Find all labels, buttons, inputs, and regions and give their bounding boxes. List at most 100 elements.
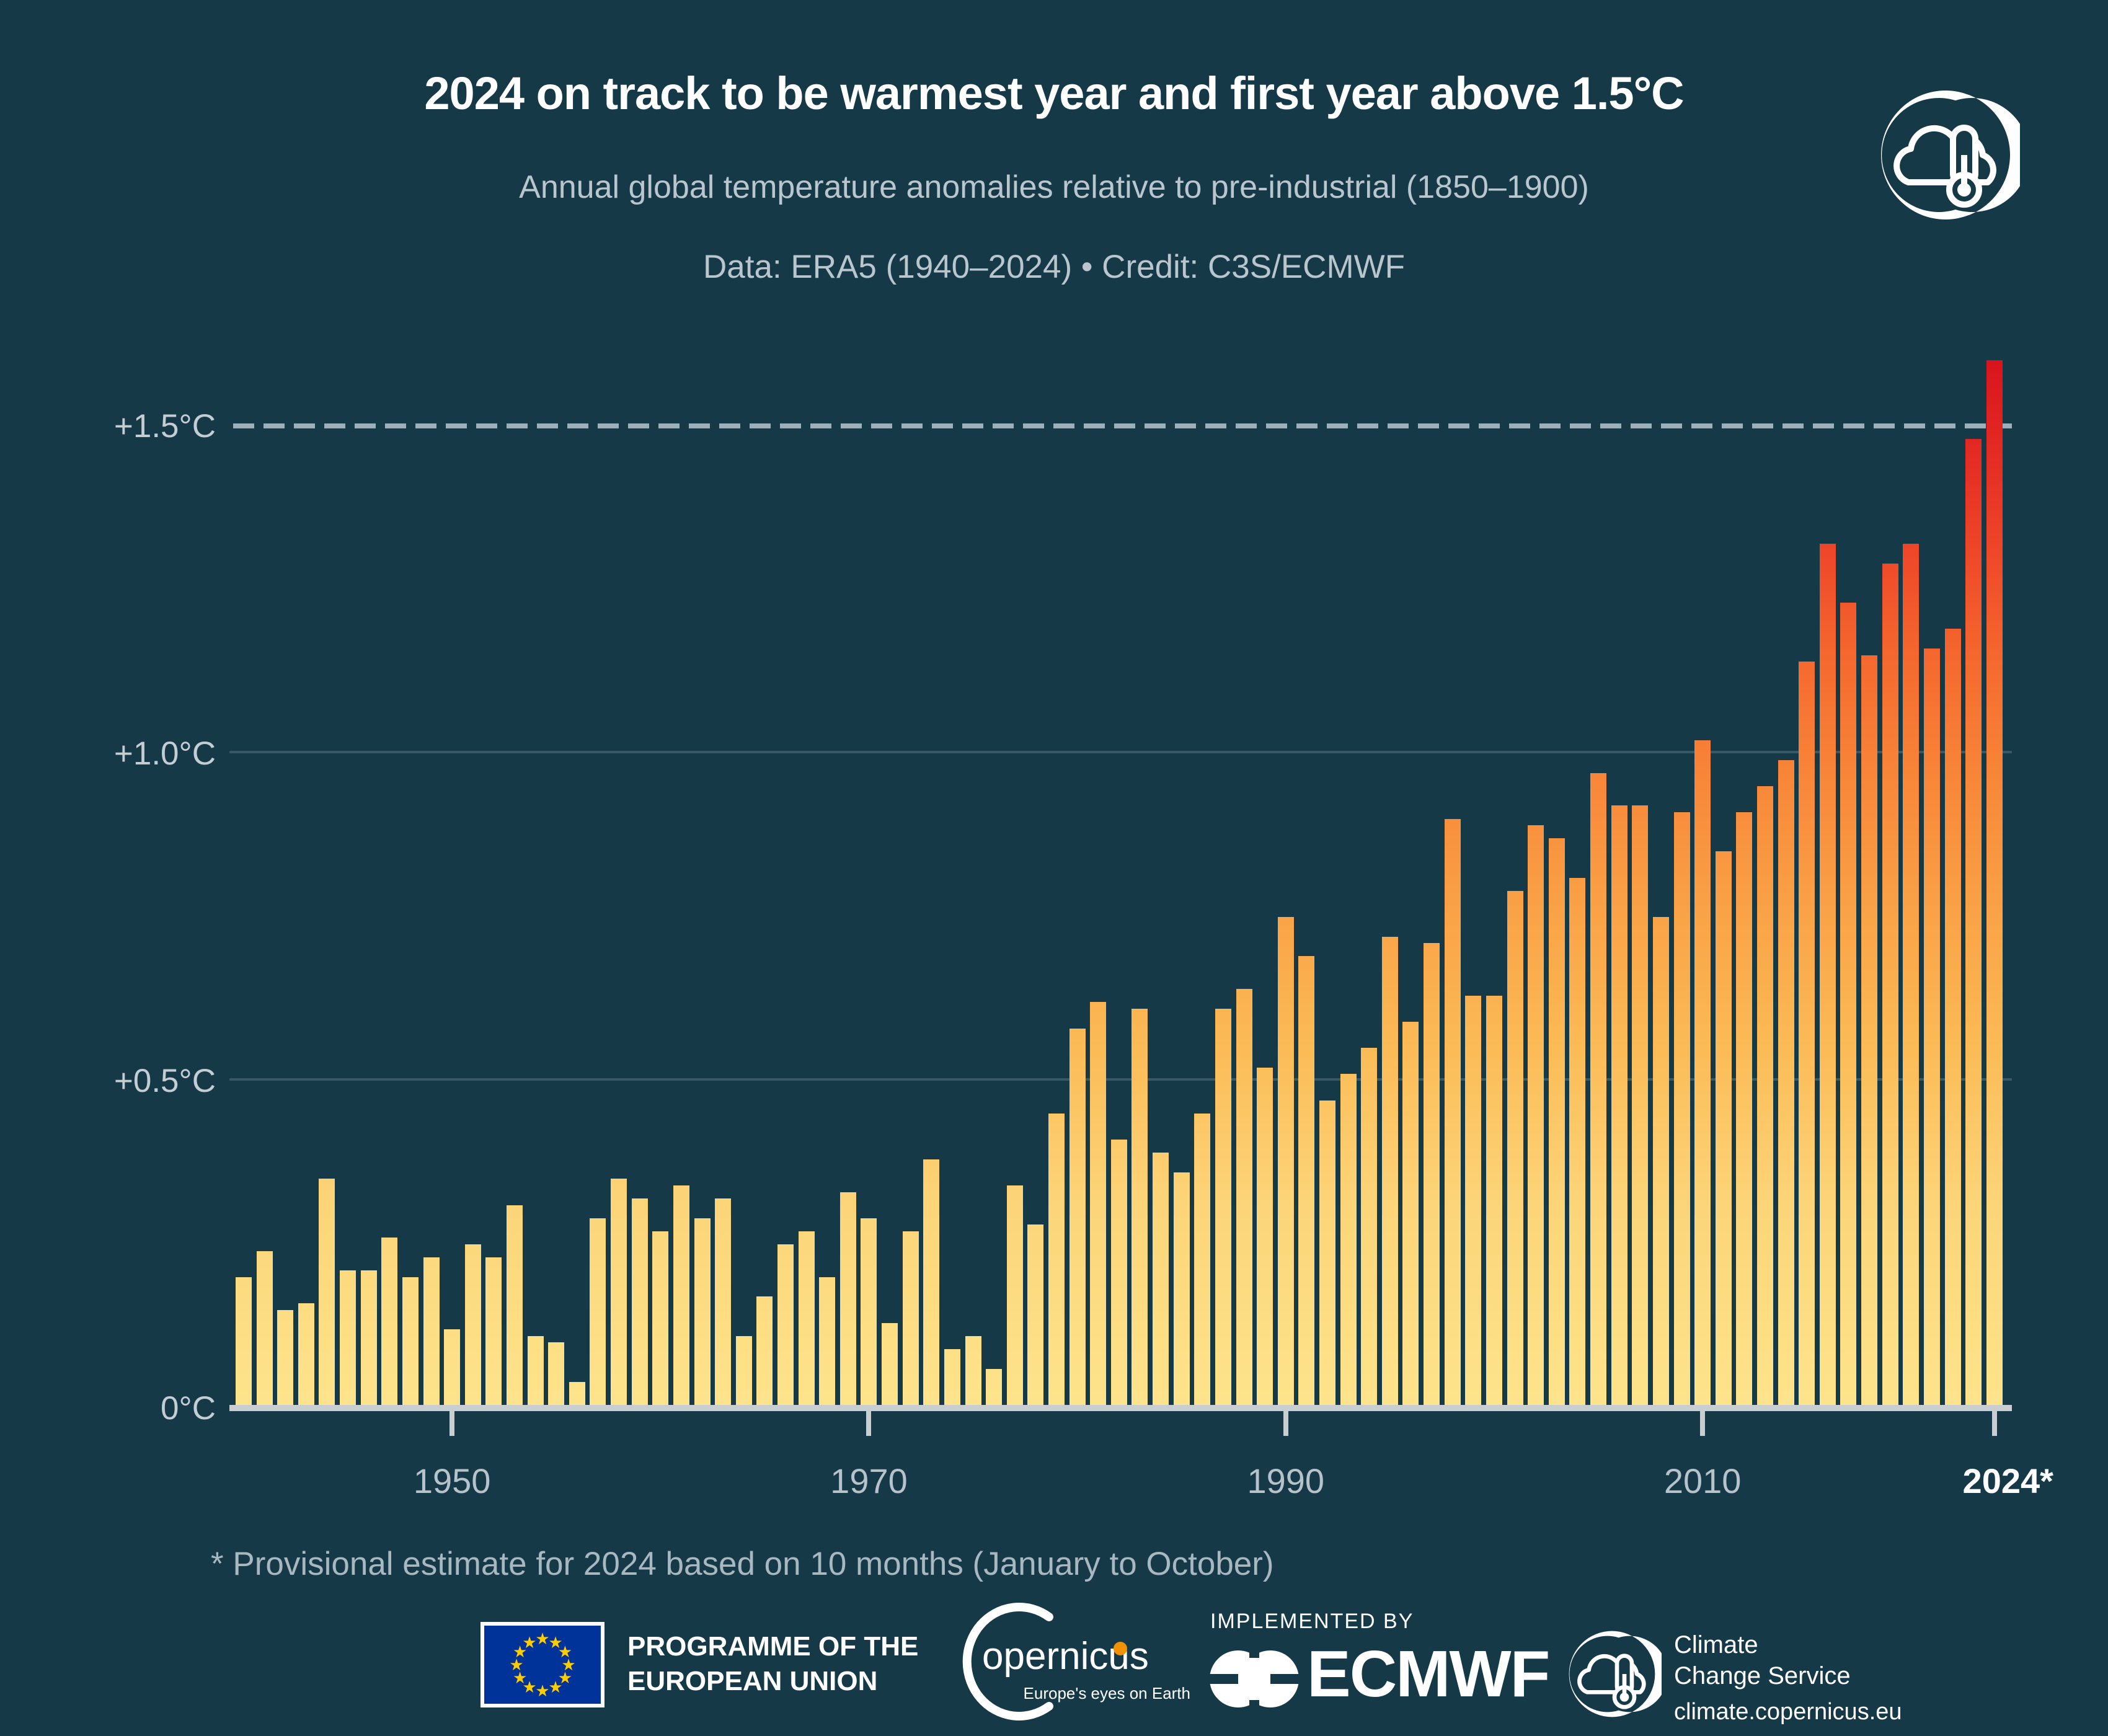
bar-2007 xyxy=(1632,805,1649,1408)
ecmwf-wordmark: ECMWF xyxy=(1307,1637,1550,1711)
bar-2004 xyxy=(1569,878,1586,1408)
x-tick-label-1990: 1990 xyxy=(1247,1461,1325,1500)
eu-star-icon: ★ xyxy=(522,1632,537,1652)
bar-1980 xyxy=(1069,1029,1086,1408)
eu-star-icon: ★ xyxy=(561,1655,576,1674)
gridline-+0.5°C xyxy=(229,1078,2012,1081)
c3s-url: climate.copernicus.eu xyxy=(1674,1699,1902,1725)
eu-star-icon: ★ xyxy=(557,1668,573,1687)
eu-programme-line1: PROGRAMME OF THE xyxy=(627,1631,919,1662)
eu-star-icon: ★ xyxy=(512,1668,528,1687)
bar-2016 xyxy=(1819,544,1836,1408)
eu-star-icon: ★ xyxy=(512,1642,528,1661)
x-tick-label-1950: 1950 xyxy=(413,1461,491,1500)
bar-1986 xyxy=(1194,1114,1211,1408)
x-axis-line xyxy=(229,1405,2012,1411)
bar-2018 xyxy=(1861,655,1878,1408)
bar-1991 xyxy=(1298,956,1315,1408)
bar-2020 xyxy=(1903,544,1920,1408)
x-tick-label-2024*: 2024* xyxy=(1962,1461,2053,1500)
x-tick-1970 xyxy=(866,1411,872,1436)
implemented-by-label: IMPLEMENTED BY xyxy=(1210,1610,1414,1633)
bar-1972 xyxy=(902,1231,919,1408)
eu-flag-icon: ★ ★ ★ ★ ★ ★ ★ ★ ★ ★ ★ ★ xyxy=(480,1622,604,1707)
bar-2014 xyxy=(1778,760,1794,1408)
bar-2003 xyxy=(1548,838,1565,1408)
bar-1947 xyxy=(381,1238,398,1408)
eu-programme-line2: EUROPEAN UNION xyxy=(627,1665,878,1696)
bar-1973 xyxy=(923,1159,940,1408)
bar-2011 xyxy=(1715,851,1732,1408)
bar-1999 xyxy=(1465,996,1482,1408)
bar-2015 xyxy=(1799,662,1815,1408)
x-tick-1990 xyxy=(1283,1411,1288,1436)
bar-1994 xyxy=(1361,1048,1378,1408)
bar-1952 xyxy=(485,1257,502,1408)
bar-1963 xyxy=(715,1198,732,1408)
bar-1950 xyxy=(444,1329,461,1408)
bar-2021 xyxy=(1923,649,1940,1408)
x-tick-1950 xyxy=(450,1411,455,1436)
bar-1992 xyxy=(1319,1100,1336,1408)
x-tick-label-2010: 2010 xyxy=(1663,1461,1742,1500)
bar-1949 xyxy=(423,1257,440,1408)
bar-1998 xyxy=(1444,819,1461,1408)
bar-1966 xyxy=(777,1244,794,1408)
bar-1958 xyxy=(611,1179,627,1408)
bar-1948 xyxy=(402,1277,418,1408)
bar-1954 xyxy=(527,1336,544,1408)
bar-2012 xyxy=(1736,812,1753,1408)
bar-1978 xyxy=(1027,1224,1044,1408)
bar-1988 xyxy=(1236,989,1252,1408)
bar-1995 xyxy=(1381,937,1398,1408)
bar-1969 xyxy=(839,1192,856,1408)
bar-2022 xyxy=(1944,629,1961,1408)
y-tick-label-+0.5°C: +0.5°C xyxy=(113,1063,216,1099)
eu-star-icon: ★ xyxy=(509,1655,524,1674)
copernicus-logo-icon xyxy=(942,1600,1190,1724)
bar-1982 xyxy=(1110,1140,1127,1408)
eu-star-icon: ★ xyxy=(557,1642,573,1661)
c3s-footer-logo-icon xyxy=(1562,1624,1668,1724)
bar-2009 xyxy=(1673,812,1690,1408)
ecmwf-logo-icon xyxy=(1206,1642,1305,1716)
bar-1993 xyxy=(1340,1074,1357,1408)
data-credit: Data: ERA5 (1940–2024) • Credit: C3S/ECM… xyxy=(703,249,1405,285)
eu-star-icon: ★ xyxy=(535,1629,550,1648)
bar-2006 xyxy=(1611,805,1628,1408)
copernicus-wordmark: opernicus xyxy=(982,1635,1149,1678)
bar-1945 xyxy=(340,1270,356,1408)
bar-1979 xyxy=(1048,1114,1065,1408)
x-tick-2010 xyxy=(1700,1411,1706,1436)
bar-1944 xyxy=(319,1179,335,1408)
bar-2010 xyxy=(1694,740,1711,1408)
bar-1987 xyxy=(1215,1009,1231,1408)
bar-1956 xyxy=(569,1382,585,1408)
bar-2002 xyxy=(1528,825,1544,1408)
eu-star-icon: ★ xyxy=(522,1678,537,1697)
gridline-+1.5°C xyxy=(233,423,2012,428)
bar-1961 xyxy=(673,1185,689,1408)
y-tick-label-+1.5°C: +1.5°C xyxy=(113,408,216,445)
bar-2024 xyxy=(1986,360,2003,1408)
bar-1959 xyxy=(631,1198,648,1408)
bar-1946 xyxy=(360,1270,377,1408)
bar-1953 xyxy=(507,1205,523,1408)
x-tick-2024 xyxy=(1991,1411,1997,1436)
bar-2008 xyxy=(1652,917,1669,1408)
bar-2019 xyxy=(1882,564,1898,1408)
bar-2001 xyxy=(1507,891,1523,1408)
copernicus-tagline: Europe's eyes on Earth xyxy=(1023,1684,1190,1703)
footnote: * Provisional estimate for 2024 based on… xyxy=(211,1546,1274,1582)
bar-2023 xyxy=(1965,439,1982,1408)
eu-programme-label: PROGRAMME OF THE EUROPEAN UNION xyxy=(627,1629,918,1699)
eu-star-icon: ★ xyxy=(535,1681,550,1700)
c3s-line2: Change Service xyxy=(1674,1662,1851,1690)
bar-1985 xyxy=(1173,1172,1190,1408)
bar-1970 xyxy=(861,1218,877,1408)
c3s-line1: Climate xyxy=(1674,1631,1758,1658)
bar-1989 xyxy=(1257,1068,1273,1408)
y-tick-label-+1.0°C: +1.0°C xyxy=(113,735,216,772)
copernicus-earth-dot-icon xyxy=(1114,1642,1127,1655)
